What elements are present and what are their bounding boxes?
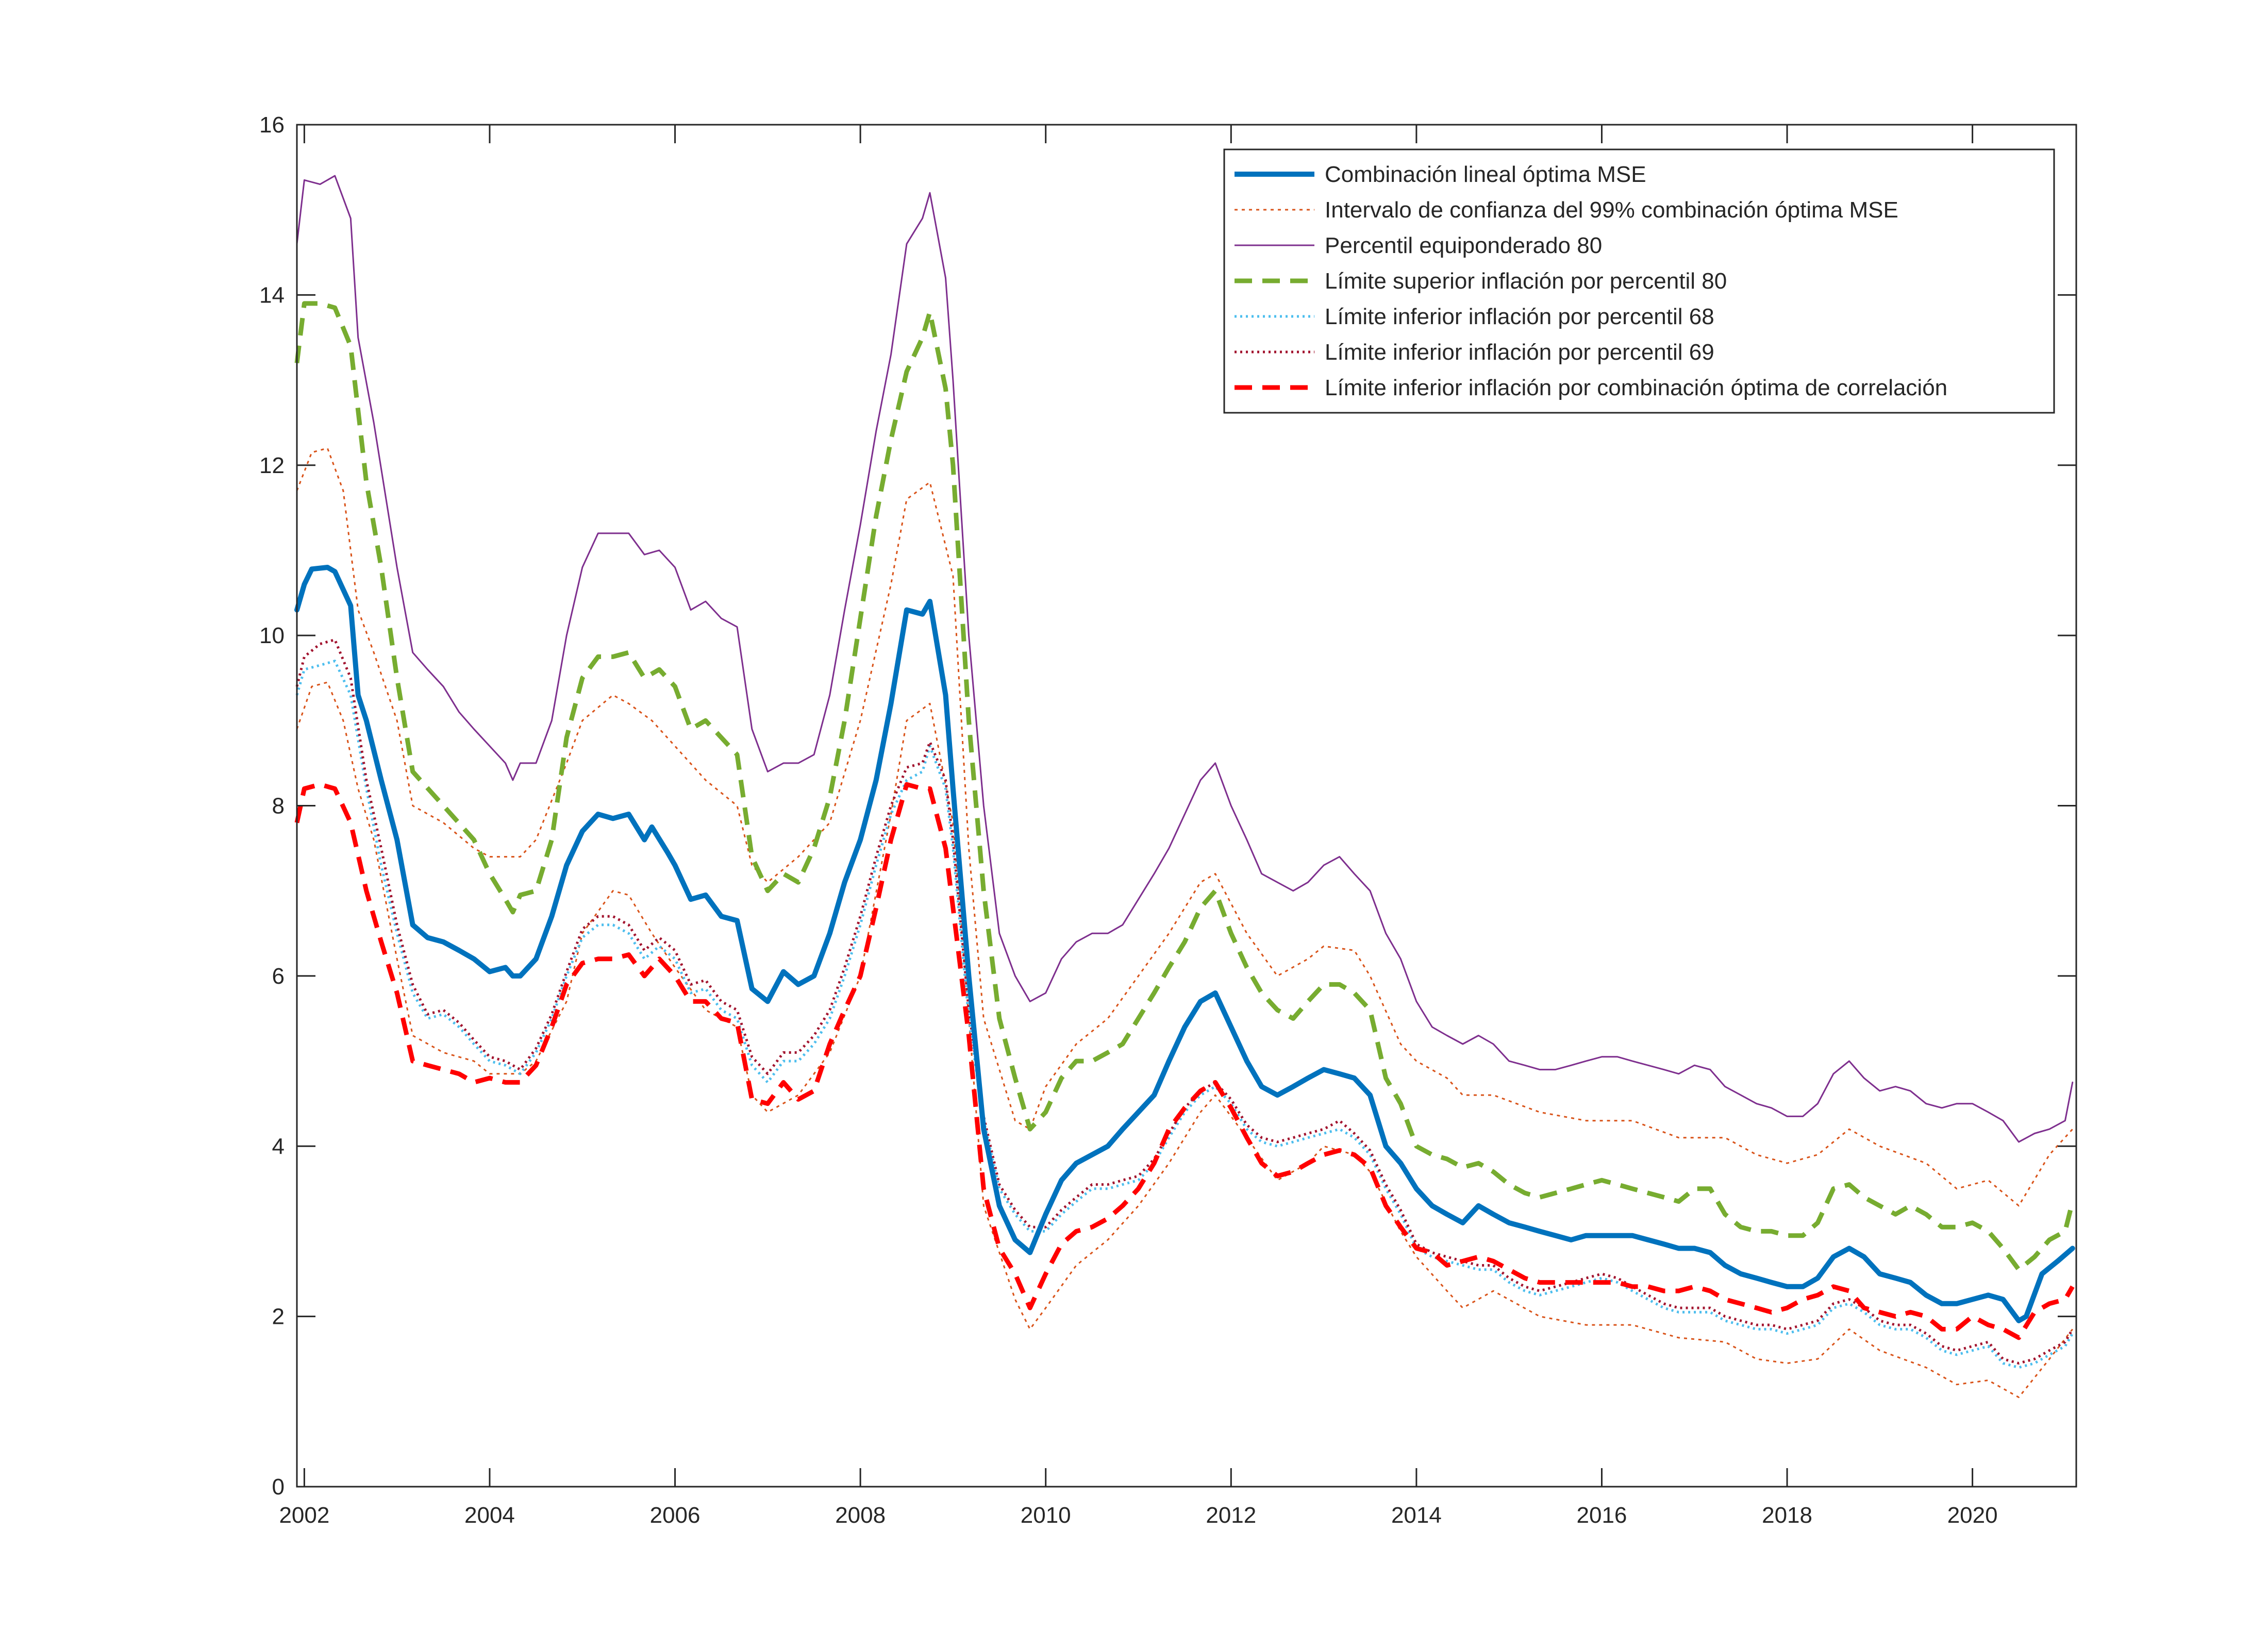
x-tick-label: 2014 [1391, 1503, 1442, 1528]
x-tick-label: 2006 [650, 1503, 701, 1528]
y-tick-label: 2 [272, 1304, 285, 1330]
y-tick-label: 4 [272, 1134, 285, 1159]
x-tick-label: 2020 [1947, 1503, 1998, 1528]
axes-layer: 2002 2004 2006 2008 2010 2012 2014 2016 2018 2020… [259, 112, 2077, 1528]
y-tick-label: 14 [259, 282, 285, 308]
x-tick-label: 2012 [1206, 1503, 1256, 1528]
y-tick-label: 6 [272, 964, 285, 989]
legend-label: Límite superior inflación por percentil … [1325, 268, 1727, 294]
x-tick-label: 2002 [279, 1503, 329, 1528]
series-line-4 [294, 301, 2075, 1272]
series-layer [294, 175, 2075, 1399]
legend: Combinación lineal óptima MSE Intervalo d… [1223, 148, 2055, 414]
legend-label: Combinación lineal óptima MSE [1325, 162, 1646, 187]
y-tick-label: 0 [272, 1474, 285, 1500]
legend-label: Intervalo de confianza del 99% combinaci… [1325, 197, 1898, 223]
series-line-7 [294, 782, 2075, 1340]
x-tick-label: 2004 [464, 1503, 515, 1528]
y-tick-label: 8 [272, 794, 285, 819]
legend-label: Percentil equiponderado 80 [1325, 233, 1602, 258]
y-tick-label: 12 [259, 453, 285, 478]
series-line-2-lower [296, 681, 2073, 1399]
x-tick-label: 2008 [835, 1503, 886, 1528]
legend-label: Límite inferior inflación por percentil … [1325, 340, 1714, 365]
legend-label: Límite inferior inflación por percentil … [1325, 304, 1714, 329]
x-tick-label: 2010 [1021, 1503, 1071, 1528]
x-tick-label: 2016 [1577, 1503, 1627, 1528]
series-line-1 [294, 565, 2075, 1323]
y-tick-label: 10 [259, 623, 285, 648]
x-tick-label: 2018 [1762, 1503, 1812, 1528]
series-line-6 [295, 638, 2074, 1365]
legend-label: Límite inferior inflación por combinació… [1325, 375, 1947, 400]
y-tick-label: 16 [259, 112, 285, 138]
legend-box [1223, 148, 2055, 414]
series-line-3 [296, 175, 2074, 1143]
